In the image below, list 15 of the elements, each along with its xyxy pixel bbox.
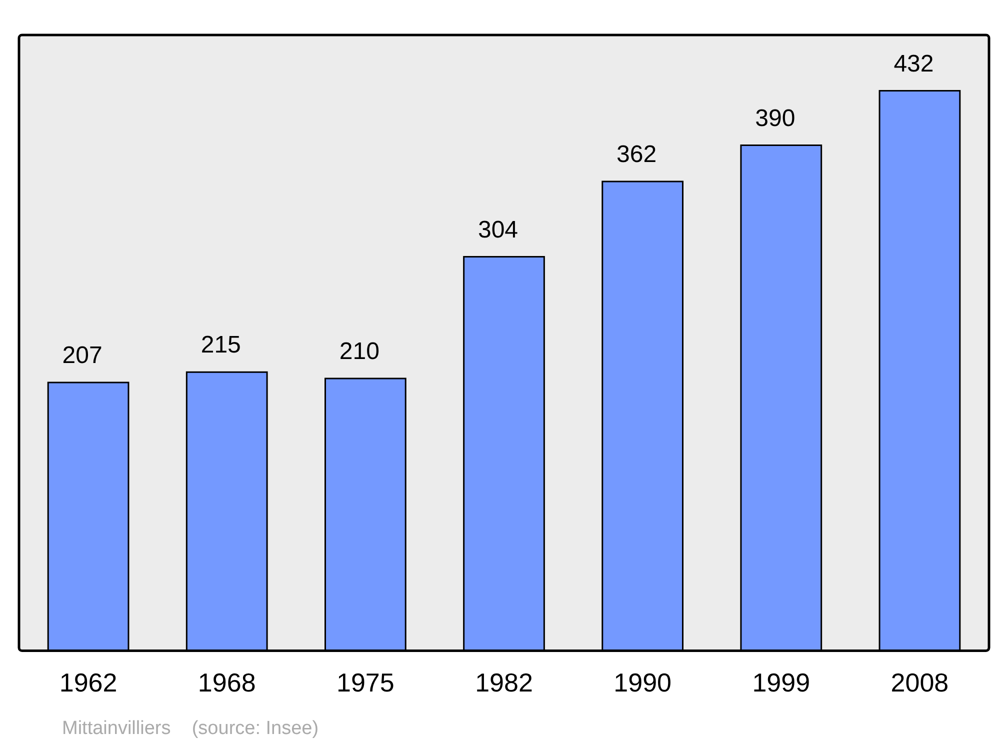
x-tick-label: 1975: [336, 668, 394, 698]
data-label: 362: [616, 141, 657, 168]
x-tick-label: 1968: [198, 668, 256, 698]
x-tick-label: 2008: [890, 668, 949, 698]
x-tick-label: 1990: [614, 668, 672, 698]
x-tick-label: 1999: [752, 668, 810, 698]
x-tick-label: 1982: [475, 668, 533, 698]
data-label: 207: [62, 342, 102, 370]
x-tick-label: 1962: [59, 668, 118, 698]
data-label: 215: [200, 332, 241, 359]
data-label: 304: [478, 216, 518, 244]
text: Mittainvilliers (source: Insee): [62, 718, 319, 740]
data-label: 390: [755, 104, 796, 132]
data-label: 432: [894, 50, 934, 78]
data-label: 210: [339, 338, 380, 366]
